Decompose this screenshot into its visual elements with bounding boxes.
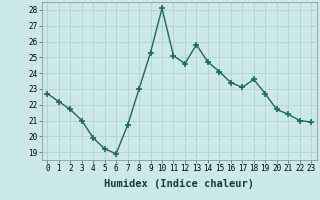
X-axis label: Humidex (Indice chaleur): Humidex (Indice chaleur)	[104, 179, 254, 189]
